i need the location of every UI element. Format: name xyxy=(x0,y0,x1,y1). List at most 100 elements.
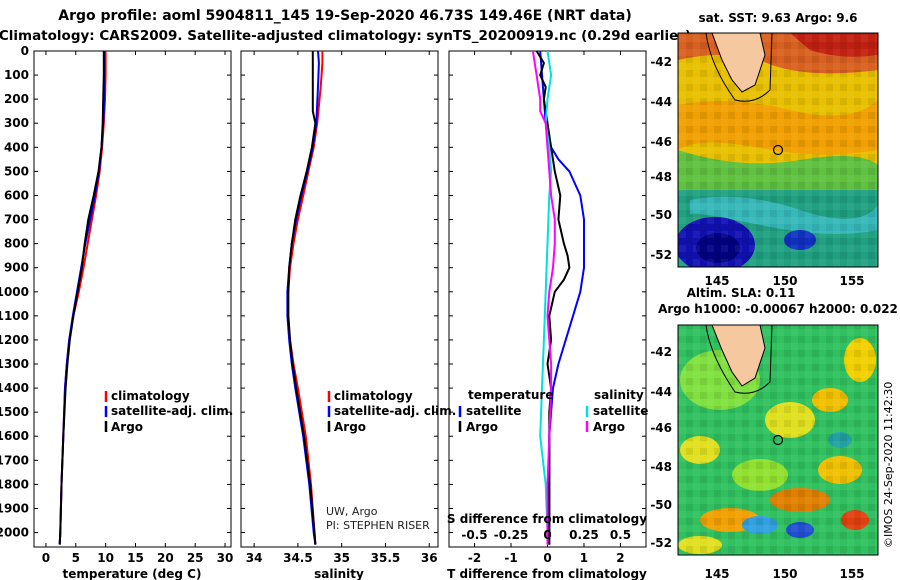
x-tick-label: -2 xyxy=(468,551,481,565)
x-tick-label: 35 xyxy=(333,551,350,565)
depth-tick-label: 300 xyxy=(4,116,29,130)
salinity-diff-tick-label: 0.25 xyxy=(569,528,599,542)
x-tick-label: 34 xyxy=(246,551,263,565)
series-line-satellite-adj-clim- xyxy=(58,51,106,545)
sla-map: Altim. SLA: 0.11 Argo h1000: -0.00067 h2… xyxy=(650,286,898,580)
sla-lon-tick: 155 xyxy=(839,567,864,580)
sla-map-title-2: Argo h1000: -0.00067 h2000: 0.022 xyxy=(658,302,898,316)
sla-argo-marker xyxy=(772,434,784,446)
sla-lat-tick: -52 xyxy=(650,536,672,550)
temperature-lines xyxy=(58,51,107,545)
sst-argo-marker xyxy=(772,144,784,156)
legend-label-climatology: climatology xyxy=(334,389,413,403)
depth-tick-label: 1000 xyxy=(0,285,29,299)
salinity-lines xyxy=(286,51,324,545)
legend-label-argo: Argo xyxy=(334,420,366,434)
x-tick-label: 0 xyxy=(42,551,50,565)
depth-tick-label: 500 xyxy=(4,164,29,178)
title-line-1: Argo profile: aoml 5904811_145 19-Sep-20… xyxy=(58,8,632,24)
legend-label-satellite: satellite-adj. clim. xyxy=(334,404,456,418)
x-tick-label: 15 xyxy=(127,551,144,565)
legend-label-s-argo: Argo xyxy=(593,420,625,434)
sla-map-title-1: Altim. SLA: 0.11 xyxy=(687,286,796,300)
depth-tick-label: 1500 xyxy=(0,405,29,419)
x-tick-label: 1 xyxy=(580,551,588,565)
imos-credit: ©IMOS 24-Sep-2020 11:42:30 xyxy=(882,382,895,548)
sla-lat-tick: -50 xyxy=(650,498,672,512)
salinity-xlabel: salinity xyxy=(314,567,364,580)
temperature-plot-frame xyxy=(33,50,232,548)
sst-lat-tick: -42 xyxy=(650,55,672,69)
temperature-legend: climatology satellite-adj. clim. Argo xyxy=(104,389,233,434)
salinity-annotation-institution: UW, Argo xyxy=(326,505,378,518)
series-line-climatology xyxy=(287,51,324,545)
x-tick-label: 34.5 xyxy=(283,551,313,565)
x-tick-label: 35.5 xyxy=(371,551,401,565)
series-line-temperature-argo xyxy=(535,51,571,545)
x-tick-label: -1 xyxy=(504,551,517,565)
x-tick-label: 25 xyxy=(187,551,204,565)
x-tick-label: 5 xyxy=(72,551,80,565)
legend-label-t-satellite: satellite xyxy=(466,404,521,418)
salinity-x-ticks: 34 34.5 35 35.5 36 xyxy=(246,51,438,565)
temperature-xlabel: temperature (deg C) xyxy=(63,567,202,580)
sst-map-title: sat. SST: 9.63 Argo: 9.6 xyxy=(698,11,857,25)
sla-lat-tick: -48 xyxy=(650,460,672,474)
series-line-argo xyxy=(287,51,317,545)
temperature-x-ticks: 0 5 10 15 20 25 30 xyxy=(42,51,234,565)
difference-lines xyxy=(531,51,585,545)
salinity-diff-tick-label: 0 xyxy=(543,528,551,542)
depth-tick-label: 700 xyxy=(4,213,29,227)
depth-tick-label: 1900 xyxy=(0,501,29,515)
x-tick-label: 20 xyxy=(157,551,174,565)
depth-tick-label: 1200 xyxy=(0,333,29,347)
depth-tick-label: 1600 xyxy=(0,429,29,443)
sst-map: sat. SST: 9.63 Argo: 9.6 -42 -44 -46 -48… xyxy=(650,11,879,288)
salinity-legend: climatology satellite-adj. clim. Argo xyxy=(327,389,456,434)
sst-lat-tick: -48 xyxy=(650,170,672,184)
depth-tick-label: 1700 xyxy=(0,453,29,467)
sst-lat-tick: -46 xyxy=(650,135,672,149)
difference-salinity-ticks: -0.5 -0.25 0 0.25 0.5 xyxy=(461,528,631,542)
sla-lat-tick: -44 xyxy=(650,385,672,399)
series-line-salinity-satellite xyxy=(539,51,553,545)
salinity-diff-tick-label: -0.5 xyxy=(461,528,487,542)
series-line-climatology xyxy=(58,51,107,545)
salinity-panel: 34 34.5 35 35.5 36 salinity climatology sate… xyxy=(240,50,456,580)
legend-label-satellite: satellite-adj. clim. xyxy=(111,404,233,418)
legend-heading-temperature: temperature xyxy=(468,388,553,402)
depth-tick-label: 1800 xyxy=(0,477,29,491)
salinity-diff-tick-label: -0.25 xyxy=(494,528,529,542)
depth-axis: 0 100 200 300 400 500 600 700 800 900 1000 1100 1200… xyxy=(0,44,646,540)
depth-tick-label: 200 xyxy=(4,92,29,106)
legend-label-s-satellite: satellite xyxy=(593,404,648,418)
sla-lon-tick: 150 xyxy=(772,567,797,580)
series-line-salinity-argo xyxy=(531,51,556,545)
legend-label-argo: Argo xyxy=(111,420,143,434)
depth-tick-label: 2000 xyxy=(0,526,29,540)
sst-lat-tick: -44 xyxy=(650,95,672,109)
series-line-argo xyxy=(58,51,105,545)
temperature-panel: 0 5 10 15 20 25 30 temperature (deg C) climato… xyxy=(33,50,234,580)
depth-tick-label: 900 xyxy=(4,261,29,275)
depth-tick-label: 800 xyxy=(4,237,29,251)
difference-legend: temperature satellite Argo salinity sate… xyxy=(458,388,648,434)
sla-lon-tick: 145 xyxy=(704,567,729,580)
difference-x-ticks: -2 -1 0 1 2 xyxy=(468,51,625,565)
salinity-annotation-pi: PI: STEPHEN RISER xyxy=(326,519,430,532)
sst-lon-tick: 155 xyxy=(839,274,864,288)
legend-heading-salinity: salinity xyxy=(594,388,644,402)
legend-label-climatology: climatology xyxy=(111,389,190,403)
x-tick-label: 2 xyxy=(616,551,624,565)
difference-xlabel: T difference from climatology xyxy=(447,567,647,580)
sla-lat-tick: -46 xyxy=(650,421,672,435)
sla-map-frame xyxy=(677,324,879,556)
depth-tick-label: 1400 xyxy=(0,381,29,395)
difference-top-xlabel: S difference from climatology xyxy=(447,512,647,526)
depth-tick-label: 600 xyxy=(4,188,29,202)
salinity-diff-tick-label: 0.5 xyxy=(610,528,631,542)
depth-tick-label: 400 xyxy=(4,140,29,154)
x-tick-label: 30 xyxy=(217,551,234,565)
legend-label-t-argo: Argo xyxy=(466,420,498,434)
sst-lon-tick: 150 xyxy=(772,274,797,288)
